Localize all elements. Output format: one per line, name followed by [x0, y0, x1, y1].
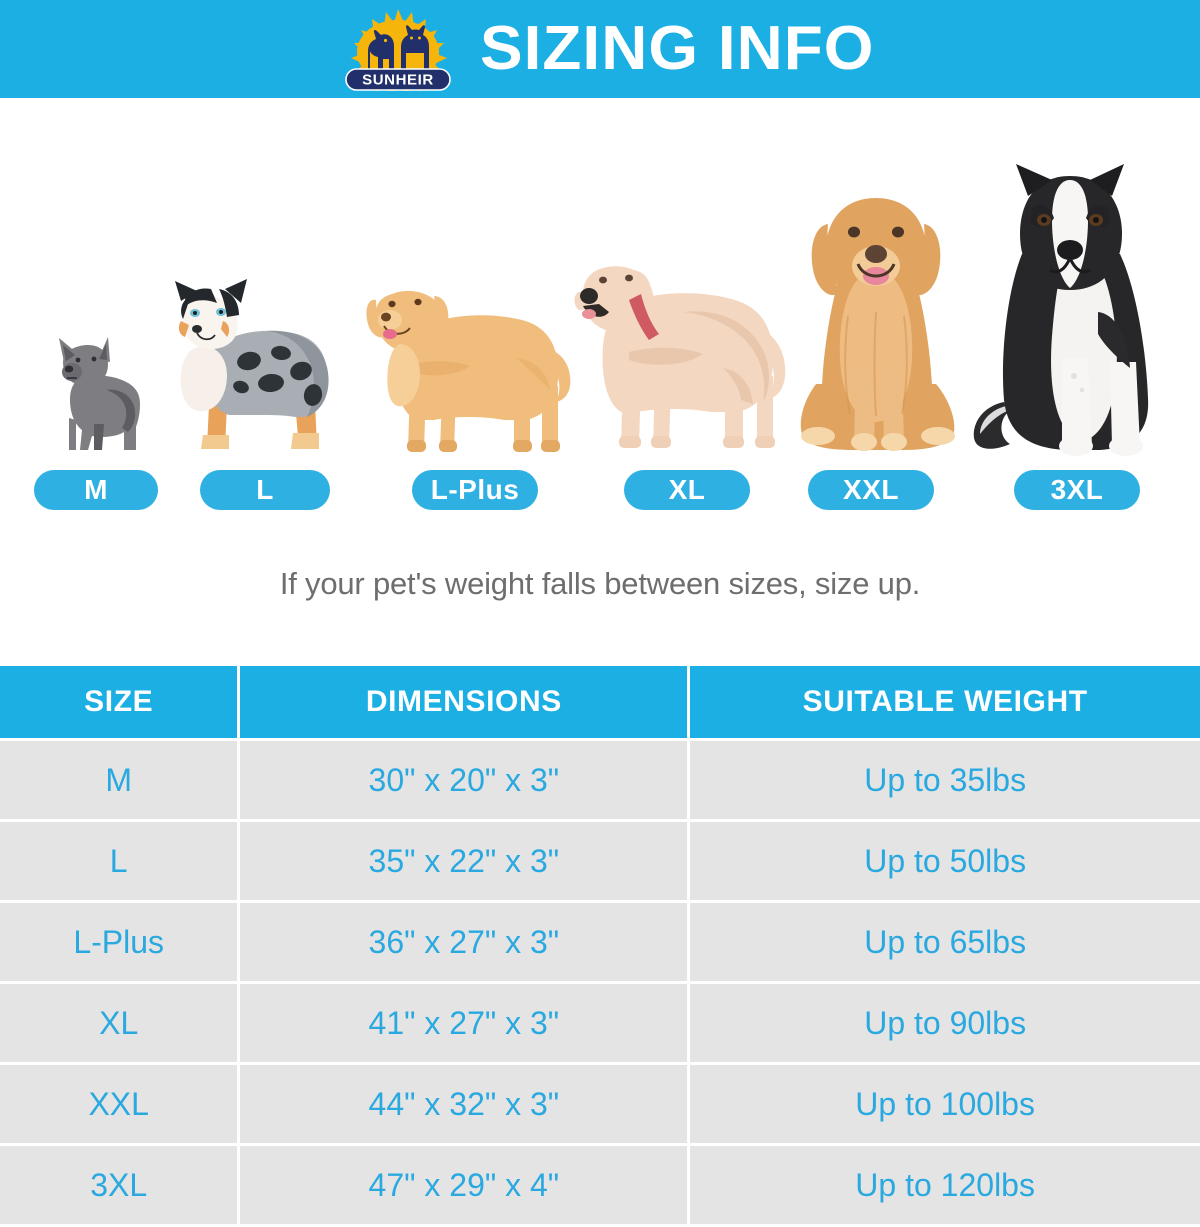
size-pill-xxl[interactable]: XXL — [808, 470, 934, 510]
sizing-note: If your pet's weight falls between sizes… — [279, 566, 921, 601]
table-header-weight: SUITABLE WEIGHT — [690, 666, 1200, 738]
table-header-dimensions: DIMENSIONS — [240, 666, 688, 738]
dog-border-collie-sitting — [968, 162, 1173, 460]
size-pill-label: XXL — [843, 474, 899, 505]
cell-dimensions: 36" x 27" x 3" — [240, 903, 688, 981]
cell-weight: Up to 50lbs — [690, 822, 1200, 900]
size-pill-label: L — [256, 474, 274, 505]
cell-dimensions: 35" x 22" x 3" — [240, 822, 688, 900]
sunburst-dog-cat-logo: SUNHEIR — [344, 9, 451, 91]
size-pill-label: L-Plus — [430, 474, 520, 505]
sunheir-logo: SUNHEIR — [338, 7, 458, 91]
cell-size: XXL — [0, 1065, 238, 1143]
table-header-row: SIZE DIMENSIONS SUITABLE WEIGHT — [0, 666, 1200, 738]
logo-wordmark: SUNHEIR — [362, 72, 434, 89]
cell-dimensions: 41" x 27" x 3" — [240, 984, 688, 1062]
cell-dimensions: 30" x 20" x 3" — [240, 741, 688, 819]
cell-size: L — [0, 822, 238, 900]
cell-size: 3XL — [0, 1146, 238, 1224]
table-row: 3XL 47" x 29" x 4" Up to 120lbs — [0, 1146, 1200, 1224]
table-row: M 30" x 20" x 3" Up to 35lbs — [0, 741, 1200, 819]
cell-weight: Up to 120lbs — [690, 1146, 1200, 1224]
table-row: L-Plus 36" x 27" x 3" Up to 65lbs — [0, 903, 1200, 981]
table-row: XL 41" x 27" x 3" Up to 90lbs — [0, 984, 1200, 1062]
table-row: L 35" x 22" x 3" Up to 50lbs — [0, 822, 1200, 900]
cell-weight: Up to 90lbs — [690, 984, 1200, 1062]
table-header-size: SIZE — [0, 666, 238, 738]
size-pill-label: 3XL — [1050, 474, 1104, 505]
cell-size: M — [0, 741, 238, 819]
sizing-table: SIZE DIMENSIONS SUITABLE WEIGHT M 30" x … — [0, 666, 1200, 1227]
dog-french-bulldog-gray — [28, 330, 168, 460]
dog-yellow-labrador-standing — [572, 248, 794, 460]
dog-golden-retriever-sitting — [790, 188, 965, 460]
size-pill-m[interactable]: M — [34, 470, 158, 510]
dog-collar — [629, 294, 659, 340]
dog-illustration-row — [0, 98, 1200, 460]
size-pill-label: XL — [668, 474, 706, 505]
cell-dimensions: 44" x 32" x 3" — [240, 1065, 688, 1143]
cell-weight: Up to 35lbs — [690, 741, 1200, 819]
cell-dimensions: 47" x 29" x 4" — [240, 1146, 688, 1224]
size-pill-l[interactable]: L — [200, 470, 330, 510]
header-banner: SUNHEIR SIZING INFO — [0, 0, 1200, 98]
size-pill-xl[interactable]: XL — [624, 470, 750, 510]
cell-size: XL — [0, 984, 238, 1062]
size-pill-label: M — [84, 474, 108, 505]
table-row: XXL 44" x 32" x 3" Up to 100lbs — [0, 1065, 1200, 1143]
size-pill-row: M L L-Plus XL XXL 3XL — [0, 470, 1200, 514]
size-pill-3xl[interactable]: 3XL — [1014, 470, 1140, 510]
size-pill-l-plus[interactable]: L-Plus — [412, 470, 538, 510]
cell-size: L-Plus — [0, 903, 238, 981]
cell-weight: Up to 100lbs — [690, 1065, 1200, 1143]
page-title: SIZING INFO — [479, 14, 874, 83]
dog-australian-shepherd — [165, 275, 340, 460]
cell-weight: Up to 65lbs — [690, 903, 1200, 981]
dog-golden-retriever-standing — [362, 264, 577, 460]
